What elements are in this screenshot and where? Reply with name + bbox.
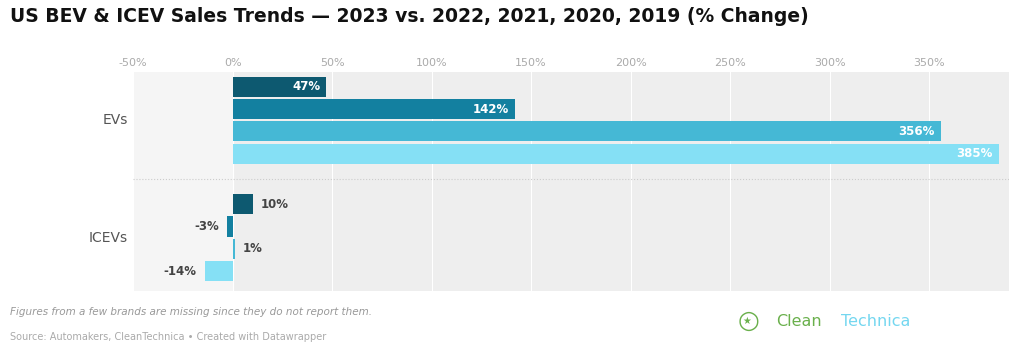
- Bar: [232, 239, 234, 259]
- Text: Technica: Technica: [841, 314, 910, 329]
- Bar: [232, 77, 326, 97]
- Text: -3%: -3%: [194, 220, 219, 233]
- Text: ○: ○: [737, 309, 759, 333]
- Text: 47%: 47%: [292, 80, 321, 93]
- Text: 10%: 10%: [260, 198, 289, 211]
- Text: ★: ★: [742, 316, 752, 326]
- Text: 356%: 356%: [899, 125, 935, 138]
- Text: Clean: Clean: [776, 314, 822, 329]
- Text: EVs: EVs: [102, 113, 128, 127]
- Text: 142%: 142%: [473, 102, 509, 115]
- Bar: [226, 216, 232, 237]
- Text: 385%: 385%: [956, 147, 992, 160]
- Text: Figures from a few brands are missing since they do not report them.: Figures from a few brands are missing si…: [10, 307, 373, 317]
- Text: Source: Automakers, CleanTechnica • Created with Datawrapper: Source: Automakers, CleanTechnica • Crea…: [10, 332, 327, 342]
- Bar: [205, 261, 232, 281]
- Bar: [232, 99, 515, 119]
- Text: -14%: -14%: [164, 265, 197, 278]
- Text: ICEVs: ICEVs: [89, 231, 128, 245]
- Bar: [232, 194, 253, 214]
- Text: US BEV & ICEV Sales Trends — 2023 vs. 2022, 2021, 2020, 2019 (% Change): US BEV & ICEV Sales Trends — 2023 vs. 20…: [10, 7, 809, 26]
- Text: 1%: 1%: [243, 243, 262, 256]
- Bar: [232, 121, 941, 142]
- Bar: [133, 72, 232, 291]
- Bar: [232, 144, 998, 164]
